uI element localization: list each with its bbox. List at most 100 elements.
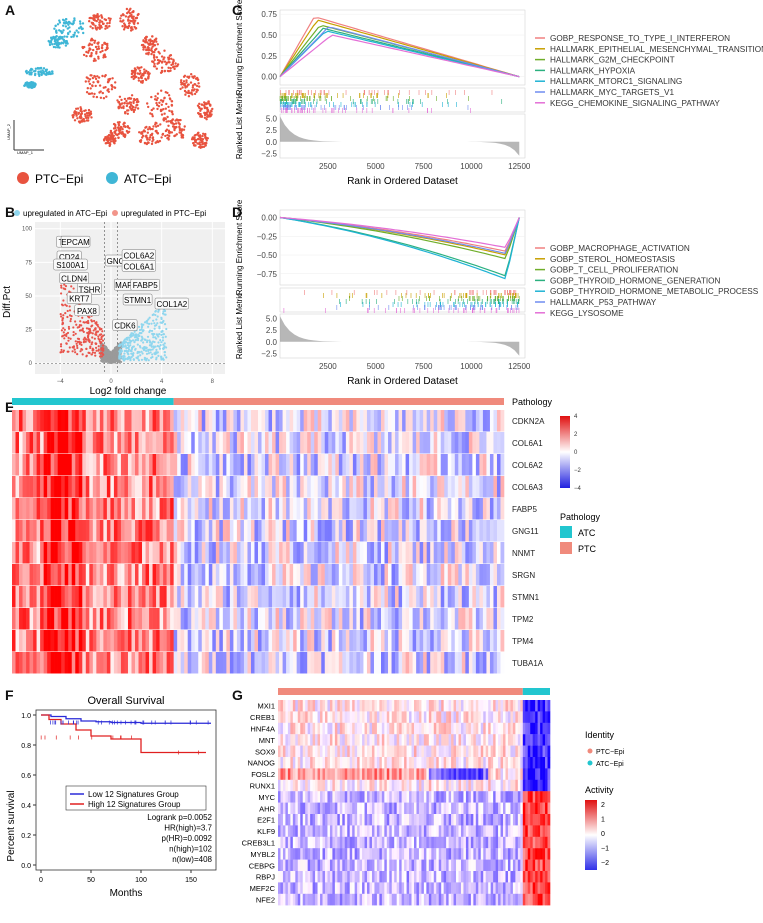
volcano-gene-box [74, 304, 100, 317]
heatmap-g-gene-label: MYC [258, 793, 275, 802]
heatmap-g-gene-label: E2F1 [257, 816, 275, 825]
heatmap-g-gene-label: CREB1 [250, 713, 275, 722]
heatmap-e-gene-label: GNG11 [512, 527, 539, 536]
volcano-gene-box [112, 319, 138, 331]
heatmap-e-colorbar-tick: 0 [574, 450, 578, 456]
heatmap-e-annotation-ptc [173, 398, 504, 405]
gsea-legend-label: KEGG_CHEMOKINE_SIGNALING_PATHWAY [550, 99, 720, 108]
gsea-legend-label: HALLMARK_G2M_CHECKPOINT [550, 56, 675, 65]
heatmap-e-annotation-atc [12, 398, 174, 405]
heatmap-g-identity-title: Identity [585, 730, 615, 740]
heatmap-e-gene-label: COL6A3 [512, 483, 543, 492]
umap-y-label: UMAP_2 [6, 123, 11, 140]
volcano-gene-box [130, 278, 160, 291]
gsea-legend-label: GOBP_STEROL_HOMEOSTASIS [550, 255, 676, 264]
gsea-curve-5 [279, 216, 520, 254]
heatmap-g-colorbar [585, 800, 597, 870]
heatmap-e-gene-label: FABP5 [512, 505, 537, 514]
gsea-metric-tick: 2.5 [266, 326, 278, 335]
volcano-legend-ptc-dot [112, 210, 118, 216]
gsea-y-tick: −0.50 [257, 251, 278, 260]
heatmap-e-colorbar-tick: 4 [574, 414, 578, 420]
gsea-legend-label: HALLMARK_EPITHELIAL_MESENCHYMAL_TRANSITI… [550, 45, 763, 54]
gsea-metric-tick: −2.5 [261, 349, 277, 358]
survival-low-curve [41, 714, 211, 724]
volcano-x-label: Log2 fold change [90, 386, 167, 397]
panel-label-f: F [5, 687, 14, 703]
survival-stat: n(high)=102 [169, 845, 212, 854]
survival-y-tick: 0.0 [21, 863, 31, 870]
volcano-gene-labels: TGEPCAMCD24S100A1CLDN4TSHRKRT7PAX8GNG11C… [53, 235, 189, 331]
gsea-y-label-bottom: Ranked List Metric [235, 293, 244, 359]
gsea-x-tick: 7500 [415, 162, 433, 171]
volcano-gene-box [66, 292, 92, 304]
volcano-y-tick: 100 [22, 227, 33, 233]
gsea-y-tick: 0.50 [261, 31, 277, 40]
gsea-x-label: Rank in Ordered Dataset [347, 176, 458, 187]
volcano-x-tick: 4 [160, 379, 164, 385]
volcano-plot: upregulated in ATC−Epi upregulated in PT… [2, 209, 225, 397]
heatmap-e-gene-label: TPM4 [512, 637, 534, 646]
gsea-x-tick: 7500 [415, 362, 433, 371]
gsea-y-tick: 0.00 [261, 214, 277, 223]
heatmap-g-gene-label: RUNX1 [250, 782, 275, 791]
gsea-y-label-top: Running Enrichment Score [235, 200, 244, 295]
volcano-legend-atc: upregulated in ATC−Epi [23, 209, 107, 218]
gsea-x-tick: 5000 [367, 362, 385, 371]
gsea-y-tick: −0.25 [257, 232, 278, 241]
heatmap-g-activity-tick: 2 [601, 802, 605, 809]
gsea-metric-tick: 0.0 [266, 338, 278, 347]
heatmap-e-colorbar-tick: −4 [574, 486, 582, 492]
survival-y-label: Percent survival [6, 790, 17, 861]
gsea-curve-6 [279, 34, 520, 78]
gsea-legend-label: GOBP_RESPONSE_TO_TYPE_I_INTERFERON [550, 34, 730, 43]
umap-x-label: UMAP_1 [17, 150, 34, 155]
umap-legend-ptc-label: PTC−Epi [35, 172, 83, 186]
panel-label-c: C [232, 2, 243, 18]
panel-label-b: B [5, 204, 16, 220]
gsea-metric-panel [279, 313, 526, 359]
survival-x-tick: 0 [39, 877, 43, 884]
survival-stat: Logrank p=0.0052 [147, 813, 212, 822]
gsea-legend-label: GOBP_MACROPHAGE_ACTIVATION [550, 244, 690, 253]
gsea-curve-2 [279, 216, 520, 260]
gsea-x-tick: 10000 [460, 162, 483, 171]
gsea-x-tick: 12500 [508, 162, 531, 171]
gsea-metric-tick: 5.0 [266, 115, 278, 124]
heatmap-g-identity-dot [587, 760, 593, 766]
gsea-x-tick: 2500 [319, 362, 337, 371]
volcano-gene-box [154, 297, 189, 310]
heatmap-g-gene-label: FOSL2 [251, 770, 275, 779]
heatmap-e-gene-label: CDKN2A [512, 417, 545, 426]
survival-y-tick: 0.2 [21, 833, 31, 840]
survival-legend-label: High 12 Signatures Group [88, 800, 181, 809]
volcano-y-tick: 25 [25, 328, 32, 334]
heatmap-e-legend-label: PTC [578, 544, 597, 554]
volcano-gene-box [53, 258, 88, 271]
gsea-d-plot: 0.00 −0.25 −0.50 −0.75 GOBP_MACROPHAGE_ACTIV… [235, 200, 759, 387]
heatmap-g-identity-dot [587, 748, 593, 754]
volcano-gene-label: COL6A1 [124, 262, 155, 271]
gsea-legend-label: HALLMARK_MTORC1_SIGNALING [550, 77, 682, 86]
survival-stat: n(low)=408 [172, 855, 212, 864]
volcano-gene-label: TSHR [79, 285, 101, 294]
heatmap-g-identity-label: ATC−Epi [596, 761, 624, 768]
survival-stat: p(HR)=0.0092 [162, 834, 213, 843]
heatmap-g-gene-label: AHR [259, 804, 275, 813]
heatmap-e-colorbar [560, 416, 570, 488]
volcano-y-tick: 75 [25, 260, 32, 266]
volcano-legend-ptc: upregulated in PTC−Epi [121, 209, 206, 218]
volcano-gene-box [59, 272, 90, 284]
gsea-y-tick: 0.00 [261, 73, 277, 82]
volcano-gene-label: FABP5 [133, 281, 158, 290]
survival-y-tick: 0.6 [21, 773, 31, 780]
volcano-y-label: Diff.Pct [2, 286, 13, 318]
gsea-legend-label: HALLMARK_HYPOXIA [550, 66, 636, 75]
gsea-legend-label: HALLMARK_MYC_TARGETS_V1 [550, 88, 675, 97]
heatmap-g-activity-tick: 1 [601, 817, 605, 824]
gsea-legend-label: GOBP_T_CELL_PROLIFERATION [550, 266, 678, 275]
volcano-gene-label: STMN1 [124, 296, 152, 305]
heatmap-e-colorbar-tick: 2 [574, 432, 578, 438]
gsea-legend-label: GOBP_THYROID_HORMONE_GENERATION [550, 276, 721, 285]
heatmap-g-gene-label: KLF9 [257, 827, 275, 836]
